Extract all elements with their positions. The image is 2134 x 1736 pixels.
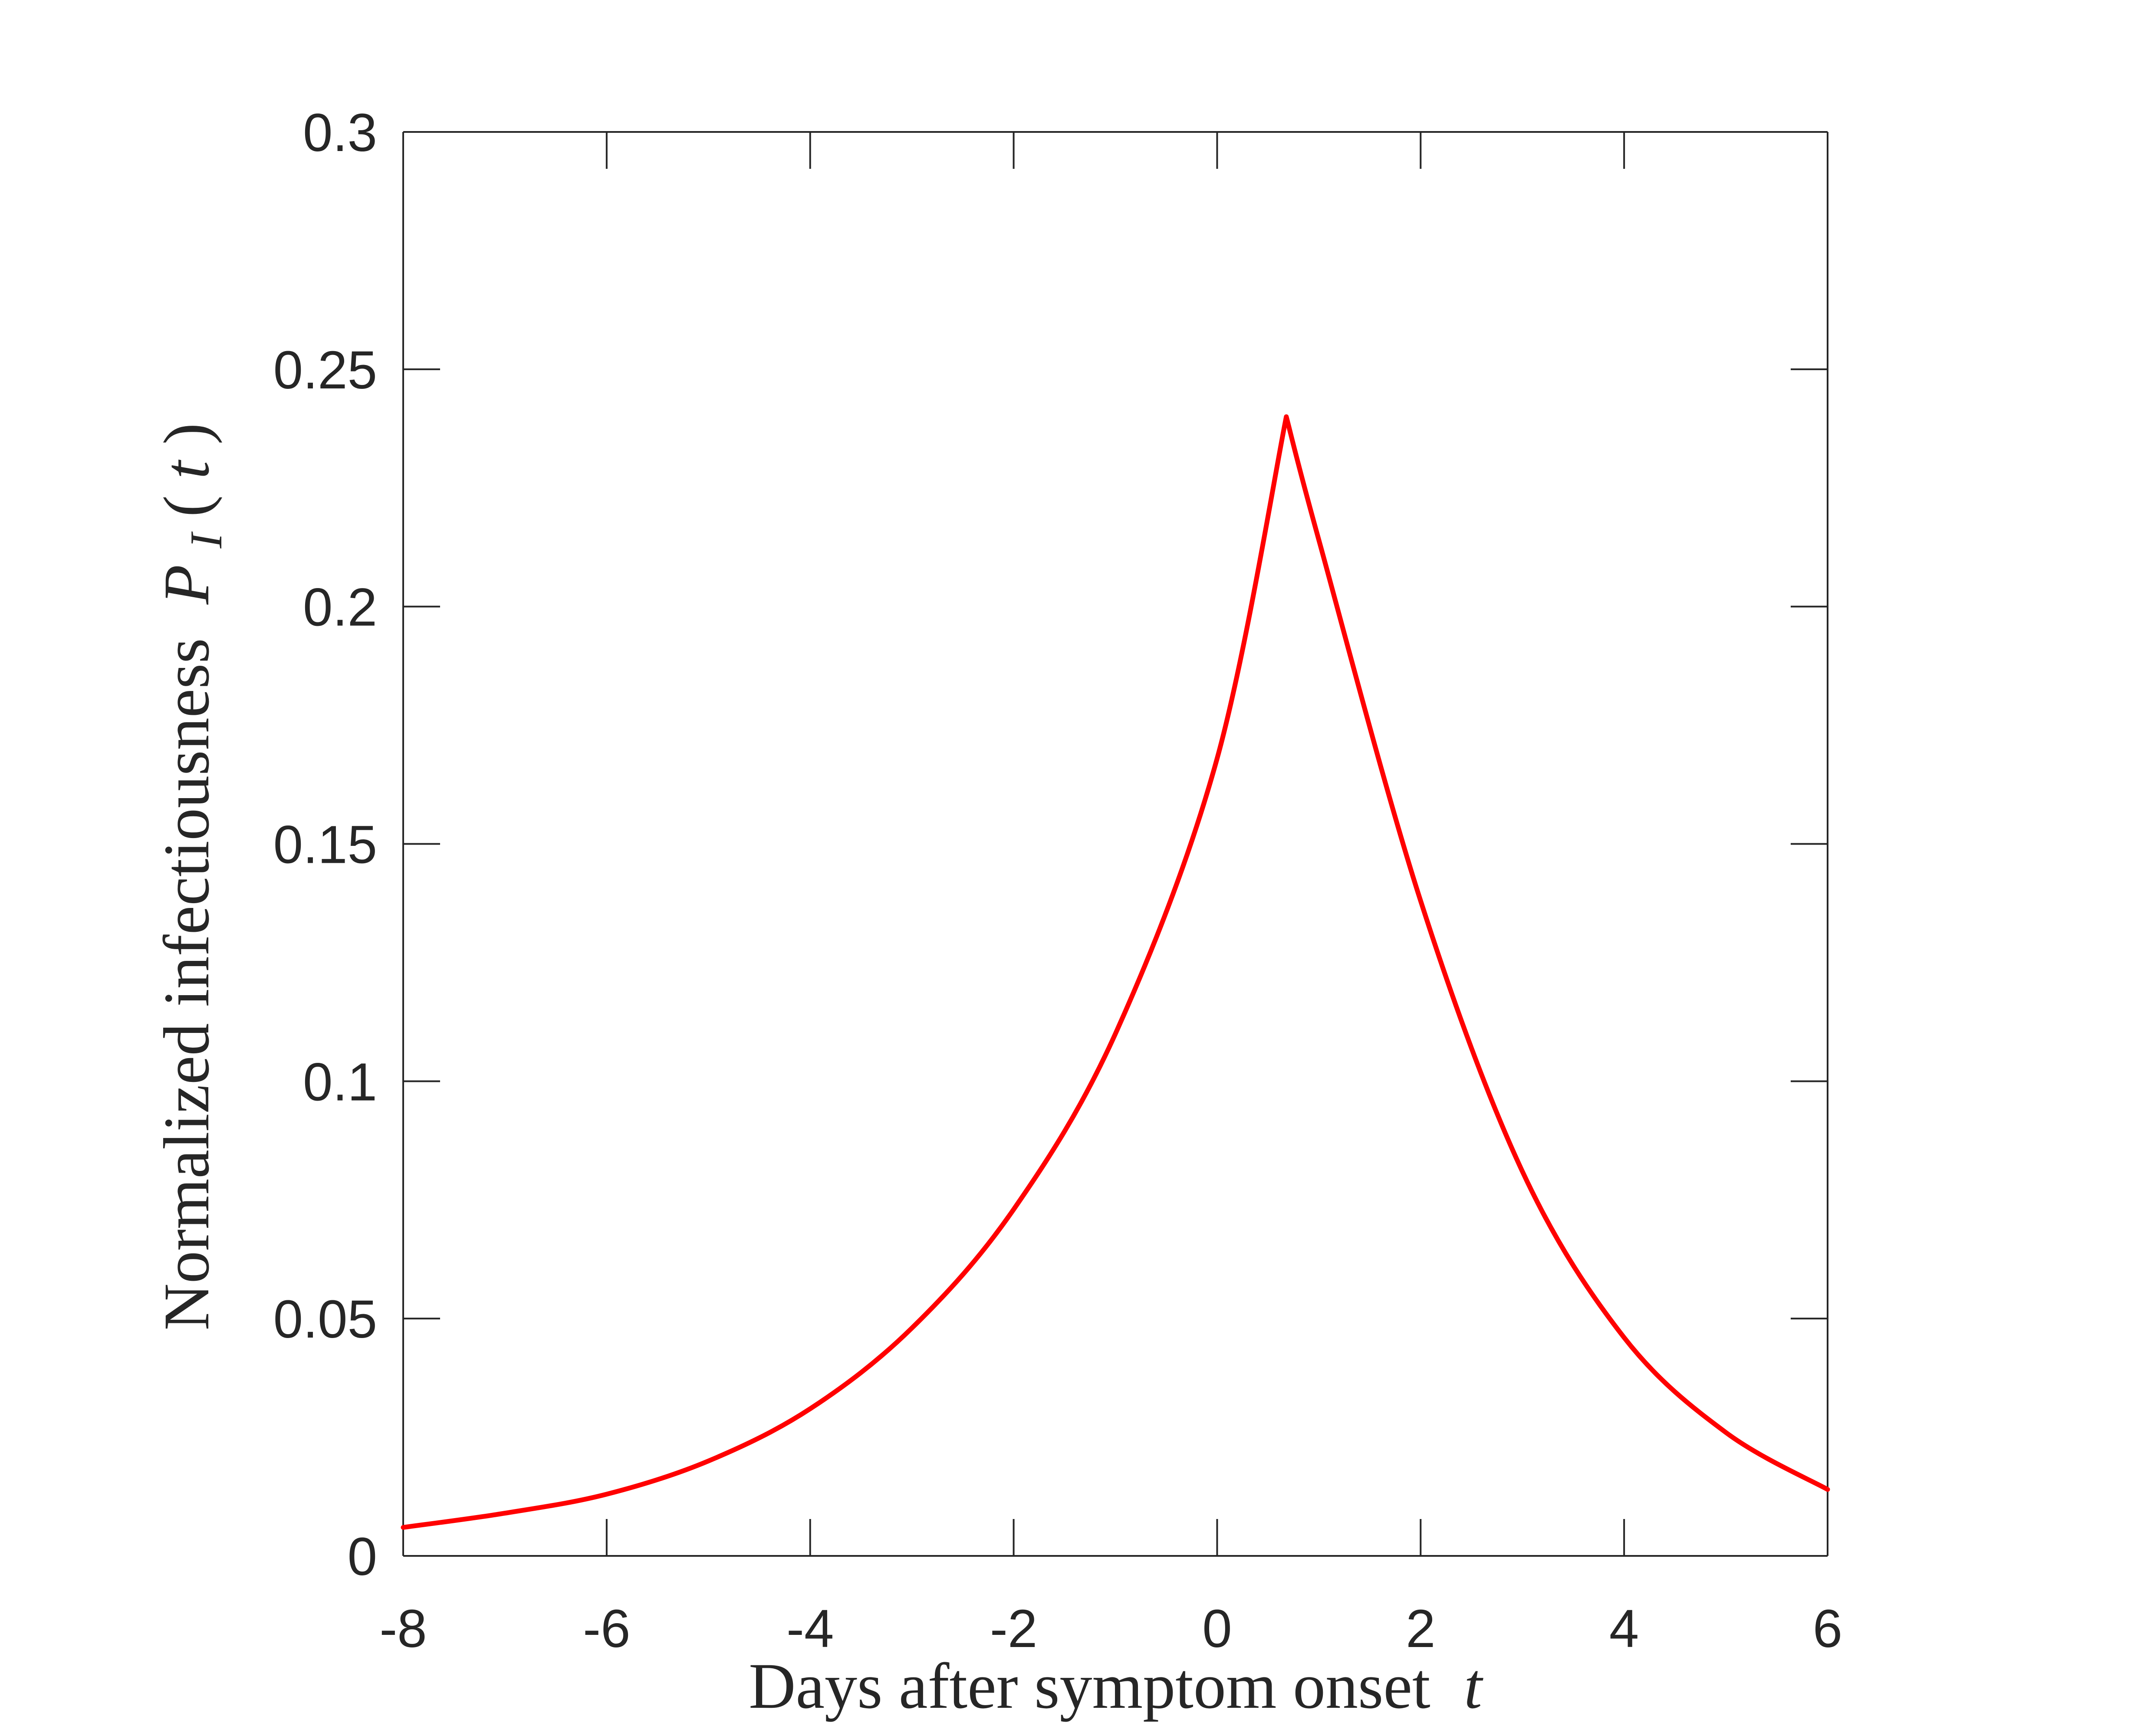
x-tick-label: -4: [786, 1599, 834, 1659]
x-tick-label: -8: [379, 1599, 427, 1659]
x-axis-ticks: -8 -6 -4 -2 0 2 4 6: [379, 132, 1842, 1659]
x-tick-label: 6: [1813, 1599, 1842, 1659]
infectiousness-curve: [401, 414, 1830, 1530]
x-tick-label: 4: [1609, 1599, 1639, 1659]
y-axis-ticks: 0 0.05 0.1 0.15 0.2 0.25 0.3: [273, 103, 1828, 1587]
x-axis-label-variable: t: [1464, 1650, 1483, 1722]
y-tick-label: 0.1: [303, 1052, 377, 1112]
x-axis-label-text: Days after symptom onset: [749, 1650, 1430, 1722]
y-tick-label: 0.05: [273, 1290, 377, 1349]
x-tick-label: 2: [1406, 1599, 1435, 1659]
x-tick-label: -6: [583, 1599, 630, 1659]
y-tick-label: 0.15: [273, 815, 377, 875]
x-tick-label: 0: [1202, 1599, 1232, 1659]
y-tick-label: 0.2: [303, 578, 377, 638]
y-tick-label: 0.3: [303, 103, 377, 163]
y-axis-label-symbol: P: [151, 565, 223, 605]
y-axis-label-close-paren: ): [151, 423, 223, 444]
y-axis-label-text: Normalized infectiousness: [151, 638, 223, 1330]
y-axis-label-argument: t: [151, 460, 223, 479]
y-axis-label-subscript: I: [181, 531, 231, 549]
plot-frame: [402, 131, 1828, 1557]
y-axis-label-open-paren: (: [151, 495, 223, 517]
y-axis-label: Normalized infectiousness P I ( t ): [151, 423, 236, 1330]
x-tick-label: -2: [990, 1599, 1037, 1659]
y-tick-label: 0: [348, 1527, 377, 1587]
x-axis-label: Days after symptom onset t: [749, 1650, 1483, 1722]
y-tick-label: 0.25: [273, 341, 377, 400]
plot-area: [401, 414, 1830, 1530]
